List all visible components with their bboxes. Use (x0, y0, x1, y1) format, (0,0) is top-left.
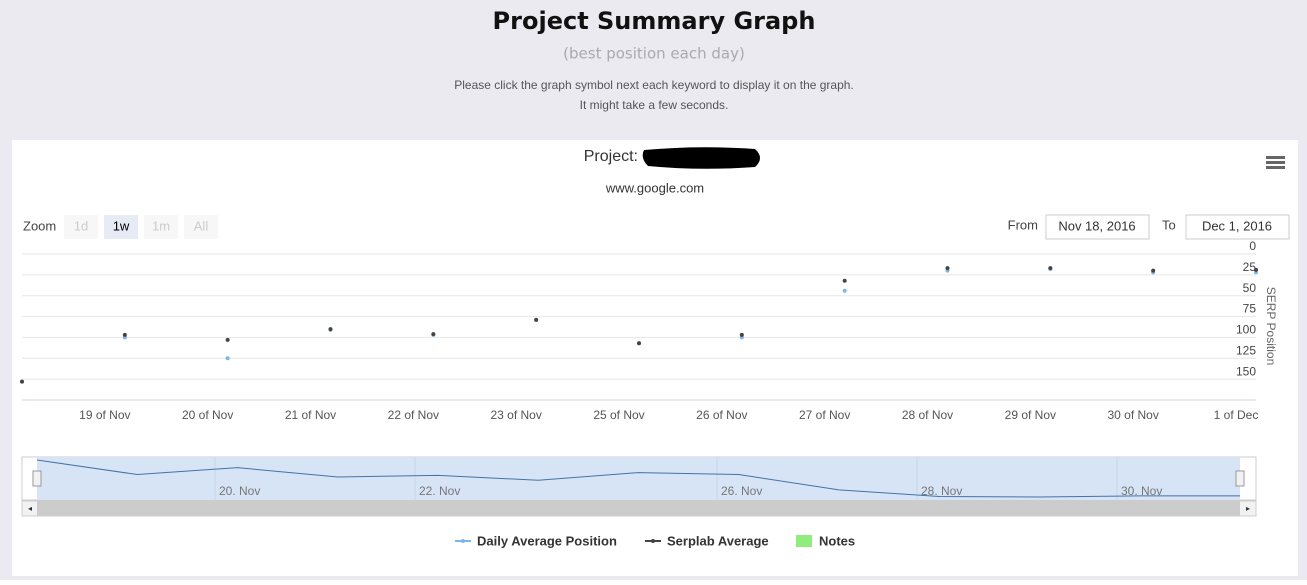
zoom-button[interactable] (104, 215, 138, 239)
y-tick-label: 150 (1236, 364, 1256, 378)
navigator-label: 30. Nov (1121, 484, 1162, 498)
data-point (122, 332, 127, 337)
data-point (20, 379, 24, 384)
zoom-label: Zoom (23, 218, 56, 233)
data-point (225, 356, 230, 361)
legend-label[interactable]: Serplab Average (667, 533, 769, 548)
legend-label[interactable]: Notes (819, 533, 855, 548)
zoom-button-label: 1m (152, 218, 170, 233)
navigator-label: 28. Nov (921, 484, 962, 498)
y-tick-label: 100 (1236, 323, 1256, 337)
instruction: Please click the graph symbol next each … (454, 78, 854, 92)
x-tick-label: 20 of Nov (182, 408, 233, 422)
x-tick-label: 29 of Nov (1005, 408, 1056, 422)
redaction (642, 147, 760, 169)
data-point (225, 337, 230, 342)
from-input[interactable] (1045, 214, 1150, 240)
to-input[interactable] (1185, 214, 1290, 240)
navigator-line (36, 459, 1240, 498)
chart-subtitle: www.google.com (605, 180, 704, 195)
legend: Daily Average Position Serplab Average Not… (455, 533, 855, 548)
navigator-handle[interactable] (1235, 470, 1245, 487)
y-tick-label: 50 (1243, 281, 1257, 295)
y-tick-label: 125 (1236, 343, 1256, 357)
y-tick-label: 25 (1243, 260, 1257, 274)
from-label: From (1008, 217, 1038, 232)
x-tick-label: 25 of Nov (593, 408, 644, 422)
data-point (945, 266, 950, 271)
y-tick-label: 75 (1243, 302, 1257, 316)
menu-button[interactable] (1266, 156, 1285, 169)
data-point (1151, 268, 1156, 273)
data-point (1254, 267, 1258, 272)
zoom-button-label: 1d (74, 218, 88, 233)
zoom-button[interactable] (144, 215, 178, 239)
navigator-label: 22. Nov (419, 484, 460, 498)
instruction: It might take a few seconds. (580, 98, 729, 112)
legend-marker (461, 539, 465, 543)
data-point (431, 332, 436, 337)
page-subtitle: (best position each day) (563, 45, 745, 63)
data-point (534, 317, 539, 322)
x-tick-label: 23 of Nov (490, 408, 541, 422)
x-tick-label: 21 of Nov (285, 408, 336, 422)
navigator-handle[interactable] (32, 470, 42, 487)
data-point (1048, 266, 1053, 271)
scrollbar-thumb[interactable] (37, 501, 1240, 516)
x-tick-label: 27 of Nov (799, 408, 850, 422)
x-tick-label: 30 of Nov (1107, 408, 1158, 422)
y-axis-title: SERP Position (1264, 287, 1278, 366)
scroll-right[interactable]: ▸ (1246, 504, 1250, 513)
navigator-label: 20. Nov (219, 484, 260, 498)
zoom-button[interactable] (184, 215, 218, 239)
data-point (739, 332, 744, 337)
navigator-label: 26. Nov (721, 484, 762, 498)
x-tick-label: 19 of Nov (79, 408, 130, 422)
x-tick-label: 22 of Nov (388, 408, 439, 422)
zoom-button-label: 1w (113, 218, 130, 233)
to-label: To (1162, 217, 1176, 232)
data-point (842, 278, 847, 283)
page-title: Project Summary Graph (493, 7, 816, 35)
data-point (637, 341, 641, 346)
zoom-button-label: All (194, 218, 209, 233)
legend-label[interactable]: Daily Average Position (477, 533, 617, 548)
zoom-button[interactable] (64, 215, 98, 239)
scroll-left[interactable]: ◂ (28, 504, 32, 513)
x-tick-label: 26 of Nov (696, 408, 747, 422)
to-value: Dec 1, 2016 (1202, 218, 1272, 233)
y-tick-label: 0 (1249, 239, 1256, 253)
data-point (328, 327, 333, 332)
x-tick-label: 28 of Nov (902, 408, 953, 422)
legend-marker (651, 539, 655, 543)
legend-swatch (796, 535, 812, 547)
chart-title: Project: (584, 148, 638, 165)
data-point (842, 288, 847, 293)
from-value: Nov 18, 2016 (1058, 218, 1135, 233)
navigator-selection[interactable] (37, 457, 1240, 500)
x-tick-label: 1 of Dec (1214, 408, 1259, 422)
